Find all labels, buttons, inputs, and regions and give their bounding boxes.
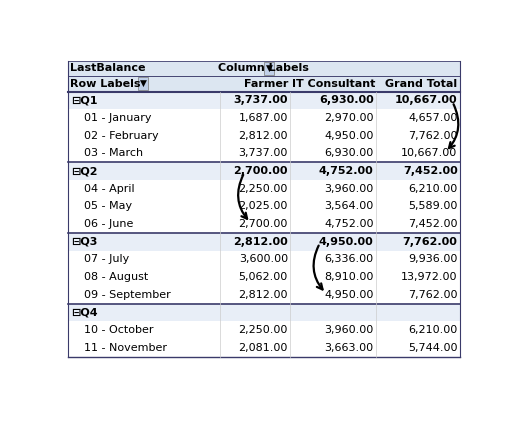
Bar [68, 76, 459, 91]
Bar [68, 251, 459, 268]
Text: Row Labels: Row Labels [71, 79, 141, 89]
Text: 7,762.00: 7,762.00 [408, 290, 457, 300]
Text: 06 - June: 06 - June [84, 219, 134, 229]
Text: 6,336.00: 6,336.00 [324, 255, 374, 264]
Text: 2,970.00: 2,970.00 [324, 113, 374, 123]
Text: 13,972.00: 13,972.00 [401, 272, 457, 282]
Text: Grand Total: Grand Total [385, 79, 457, 89]
Text: 03 - March: 03 - March [84, 148, 144, 159]
Bar [68, 303, 459, 321]
Text: 04 - April: 04 - April [84, 184, 135, 194]
Text: 09 - September: 09 - September [84, 290, 171, 300]
Bar [68, 233, 459, 251]
Text: 9,936.00: 9,936.00 [408, 255, 457, 264]
Text: 2,081.00: 2,081.00 [238, 343, 288, 353]
Text: 07 - July: 07 - July [84, 255, 130, 264]
Text: 05 - May: 05 - May [84, 201, 132, 212]
Text: 2,250.00: 2,250.00 [238, 325, 288, 335]
Text: 6,930.00: 6,930.00 [319, 96, 374, 105]
Bar [68, 339, 459, 357]
Text: ▼: ▼ [266, 64, 272, 73]
Text: ⊟Q3: ⊟Q3 [71, 237, 97, 247]
Text: 5,744.00: 5,744.00 [408, 343, 457, 353]
Text: 2,812.00: 2,812.00 [238, 131, 288, 141]
Text: ▼: ▼ [140, 79, 147, 88]
Text: Farmer: Farmer [244, 79, 288, 89]
Text: 08 - August: 08 - August [84, 272, 149, 282]
Text: 2,700.00: 2,700.00 [233, 166, 288, 176]
Text: ⊟Q2: ⊟Q2 [71, 166, 97, 176]
Text: 3,600.00: 3,600.00 [239, 255, 288, 264]
Text: 7,452.00: 7,452.00 [403, 166, 457, 176]
Text: 10,667.00: 10,667.00 [401, 148, 457, 159]
Text: 02 - February: 02 - February [84, 131, 159, 141]
Bar [68, 127, 459, 144]
Text: 4,657.00: 4,657.00 [408, 113, 457, 123]
Text: 4,950.00: 4,950.00 [324, 131, 374, 141]
Text: 3,663.00: 3,663.00 [324, 343, 374, 353]
Text: 2,812.00: 2,812.00 [238, 290, 288, 300]
Text: 3,737.00: 3,737.00 [233, 96, 288, 105]
Text: ⊟Q4: ⊟Q4 [71, 307, 97, 317]
Bar [68, 162, 459, 180]
Text: 10 - October: 10 - October [84, 325, 154, 335]
Text: 5,062.00: 5,062.00 [238, 272, 288, 282]
Text: 4,950.00: 4,950.00 [324, 290, 374, 300]
Bar [68, 91, 459, 109]
Bar [68, 321, 459, 339]
Text: 7,762.00: 7,762.00 [403, 237, 457, 247]
Text: 3,960.00: 3,960.00 [324, 325, 374, 335]
Bar [68, 215, 459, 233]
Bar [68, 286, 459, 303]
Text: LastBalance: LastBalance [71, 63, 146, 74]
Bar [68, 198, 459, 215]
Text: 11 - November: 11 - November [84, 343, 167, 353]
Text: 6,930.00: 6,930.00 [324, 148, 374, 159]
Bar [68, 268, 459, 286]
Text: 01 - January: 01 - January [84, 113, 152, 123]
Bar [264, 62, 274, 74]
Text: Column Labels: Column Labels [218, 63, 309, 74]
Text: 3,737.00: 3,737.00 [238, 148, 288, 159]
Bar [68, 180, 459, 198]
Text: 8,910.00: 8,910.00 [324, 272, 374, 282]
Bar [138, 77, 148, 90]
Text: 6,210.00: 6,210.00 [408, 325, 457, 335]
Text: 6,210.00: 6,210.00 [408, 184, 457, 194]
Text: 2,025.00: 2,025.00 [238, 201, 288, 212]
Text: 4,752.00: 4,752.00 [319, 166, 374, 176]
Text: 3,564.00: 3,564.00 [324, 201, 374, 212]
Text: 2,700.00: 2,700.00 [238, 219, 288, 229]
Text: 2,250.00: 2,250.00 [238, 184, 288, 194]
Text: 4,752.00: 4,752.00 [324, 219, 374, 229]
Text: 4,950.00: 4,950.00 [319, 237, 374, 247]
Text: 7,452.00: 7,452.00 [408, 219, 457, 229]
Text: 2,812.00: 2,812.00 [233, 237, 288, 247]
Text: ⊟Q1: ⊟Q1 [71, 96, 97, 105]
Bar [68, 144, 459, 162]
Text: 5,589.00: 5,589.00 [408, 201, 457, 212]
Text: 7,762.00: 7,762.00 [408, 131, 457, 141]
Text: 3,960.00: 3,960.00 [324, 184, 374, 194]
Bar [68, 61, 459, 76]
Bar [68, 109, 459, 127]
Text: 1,687.00: 1,687.00 [238, 113, 288, 123]
Text: 10,667.00: 10,667.00 [395, 96, 457, 105]
Text: IT Consultant: IT Consultant [292, 79, 375, 89]
